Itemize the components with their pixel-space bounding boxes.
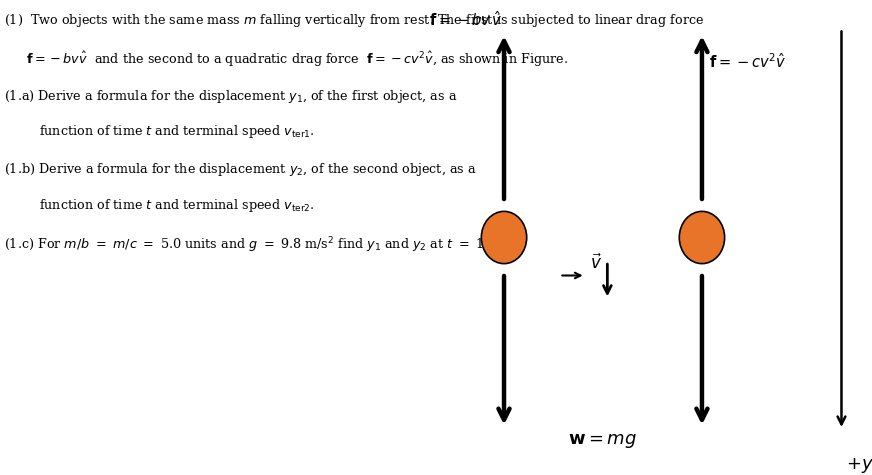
Text: (1.a) Derive a formula for the displacement $y_1$, of the first object, as a: (1.a) Derive a formula for the displacem…: [4, 88, 458, 105]
Text: $+y$: $+y$: [846, 456, 872, 475]
Text: $\mathbf{f} =-bv\,\hat{v}$: $\mathbf{f} =-bv\,\hat{v}$: [429, 10, 502, 28]
Ellipse shape: [481, 211, 527, 264]
Text: (1.b) Derive a formula for the displacement $y_2$, of the second object, as a: (1.b) Derive a formula for the displacem…: [4, 162, 477, 179]
Text: (1.c) For $m/b$ $=$ $m/c$ $=$ 5.0 units and $g$ $=$ 9.8 m/s$^2$ find $y_1$ and $: (1.c) For $m/b$ $=$ $m/c$ $=$ 5.0 units …: [4, 235, 500, 255]
Text: (1)  Two objects with the same mass $m$ falling vertically from rest. The first : (1) Two objects with the same mass $m$ f…: [4, 12, 705, 29]
Ellipse shape: [679, 211, 725, 264]
Text: $\mathbf{w} = mg$: $\mathbf{w} = mg$: [569, 432, 637, 450]
Text: $\mathbf{f} =-cv^2\hat{v}$: $\mathbf{f} =-cv^2\hat{v}$: [709, 52, 787, 71]
Text: $\vec{v}$: $\vec{v}$: [589, 254, 602, 273]
Text: function of time $t$ and terminal speed $v_{\mathrm{ter2}}$.: function of time $t$ and terminal speed …: [39, 197, 315, 214]
Text: $\mathbf{f} =-bv\hat{v}$  and the second to a quadratic drag force  $\mathbf{f} : $\mathbf{f} =-bv\hat{v}$ and the second …: [26, 50, 569, 69]
Text: function of time $t$ and terminal speed $v_{\mathrm{ter1}}$.: function of time $t$ and terminal speed …: [39, 124, 315, 141]
